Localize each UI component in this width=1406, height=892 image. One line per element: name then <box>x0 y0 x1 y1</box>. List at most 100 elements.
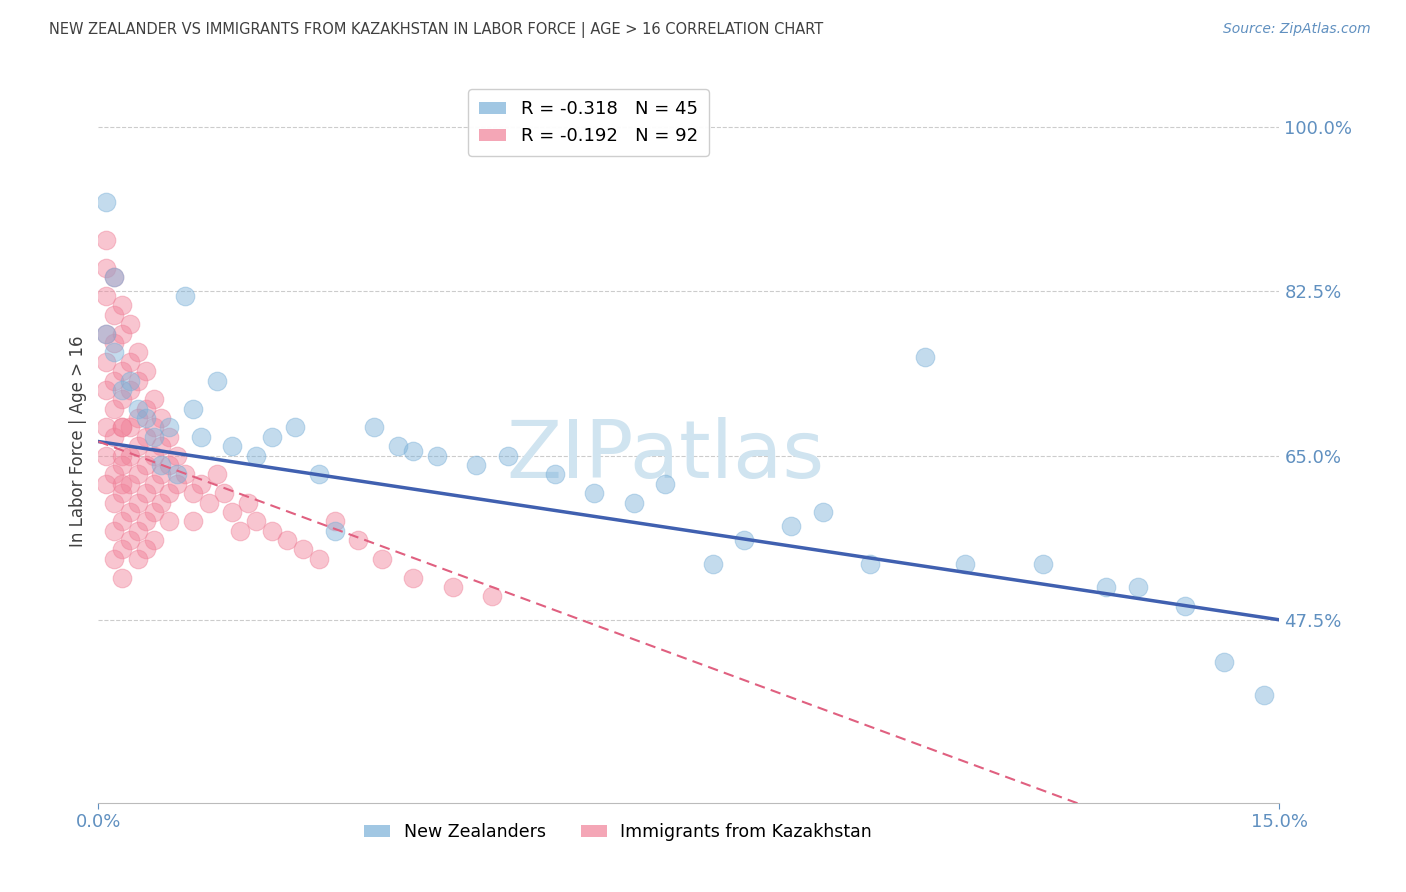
Point <box>402 571 425 585</box>
Point <box>150 458 173 472</box>
Point <box>166 467 188 482</box>
Point <box>276 533 298 547</box>
Point <box>142 392 165 407</box>
Point <box>103 308 125 322</box>
Point <box>190 476 212 491</box>
Point <box>96 326 118 341</box>
Point <box>135 486 157 500</box>
Point <box>205 467 228 482</box>
Point <box>1095 580 1118 594</box>
Point <box>347 533 370 547</box>
Point <box>103 401 125 416</box>
Point <box>780 519 803 533</box>
Point <box>135 430 157 444</box>
Point <box>96 195 118 210</box>
Point <box>103 270 125 285</box>
Point <box>111 458 134 472</box>
Point <box>181 514 204 528</box>
Point <box>142 533 165 547</box>
Point <box>1032 557 1054 571</box>
Point <box>127 401 149 416</box>
Point <box>914 350 936 364</box>
Point <box>859 557 882 571</box>
Point <box>150 439 173 453</box>
Point <box>174 289 197 303</box>
Point <box>1126 580 1149 594</box>
Y-axis label: In Labor Force | Age > 16: In Labor Force | Age > 16 <box>69 335 87 548</box>
Point <box>103 467 125 482</box>
Point <box>103 551 125 566</box>
Point <box>953 557 976 571</box>
Point <box>111 514 134 528</box>
Point <box>103 270 125 285</box>
Point <box>387 439 409 453</box>
Point <box>111 392 134 407</box>
Point <box>111 449 134 463</box>
Point <box>292 542 315 557</box>
Text: Source: ZipAtlas.com: Source: ZipAtlas.com <box>1223 22 1371 37</box>
Point <box>127 411 149 425</box>
Point <box>135 514 157 528</box>
Point <box>481 590 503 604</box>
Point <box>142 449 165 463</box>
Point <box>157 430 180 444</box>
Point <box>465 458 488 472</box>
Point <box>96 420 118 434</box>
Point <box>111 364 134 378</box>
Point <box>127 467 149 482</box>
Point <box>166 476 188 491</box>
Point <box>221 505 243 519</box>
Point <box>111 326 134 341</box>
Point <box>96 289 118 303</box>
Point <box>150 467 173 482</box>
Point <box>308 467 330 482</box>
Point <box>135 401 157 416</box>
Point <box>323 524 346 538</box>
Point <box>811 505 834 519</box>
Point <box>260 430 283 444</box>
Point <box>157 420 180 434</box>
Point <box>323 514 346 528</box>
Point <box>426 449 449 463</box>
Point <box>118 476 141 491</box>
Point <box>96 260 118 275</box>
Point <box>733 533 755 547</box>
Point <box>1174 599 1197 613</box>
Point <box>150 495 173 509</box>
Point <box>103 374 125 388</box>
Point <box>135 411 157 425</box>
Point <box>181 486 204 500</box>
Point <box>135 542 157 557</box>
Point <box>654 476 676 491</box>
Point <box>118 318 141 332</box>
Point <box>111 571 134 585</box>
Point <box>197 495 219 509</box>
Point <box>245 449 267 463</box>
Point <box>142 420 165 434</box>
Point <box>96 449 118 463</box>
Point <box>96 355 118 369</box>
Point <box>127 551 149 566</box>
Point <box>371 551 394 566</box>
Point <box>135 458 157 472</box>
Point <box>260 524 283 538</box>
Point <box>118 449 141 463</box>
Point <box>118 533 141 547</box>
Point <box>205 374 228 388</box>
Point <box>118 374 141 388</box>
Point <box>142 505 165 519</box>
Text: NEW ZEALANDER VS IMMIGRANTS FROM KAZAKHSTAN IN LABOR FORCE | AGE > 16 CORRELATIO: NEW ZEALANDER VS IMMIGRANTS FROM KAZAKHS… <box>49 22 824 38</box>
Point <box>127 495 149 509</box>
Point <box>103 336 125 351</box>
Point <box>103 430 125 444</box>
Point <box>118 420 141 434</box>
Point <box>1253 688 1275 702</box>
Point <box>118 355 141 369</box>
Point <box>150 411 173 425</box>
Point <box>103 524 125 538</box>
Point <box>135 364 157 378</box>
Point <box>308 551 330 566</box>
Point <box>496 449 519 463</box>
Point <box>441 580 464 594</box>
Point <box>127 439 149 453</box>
